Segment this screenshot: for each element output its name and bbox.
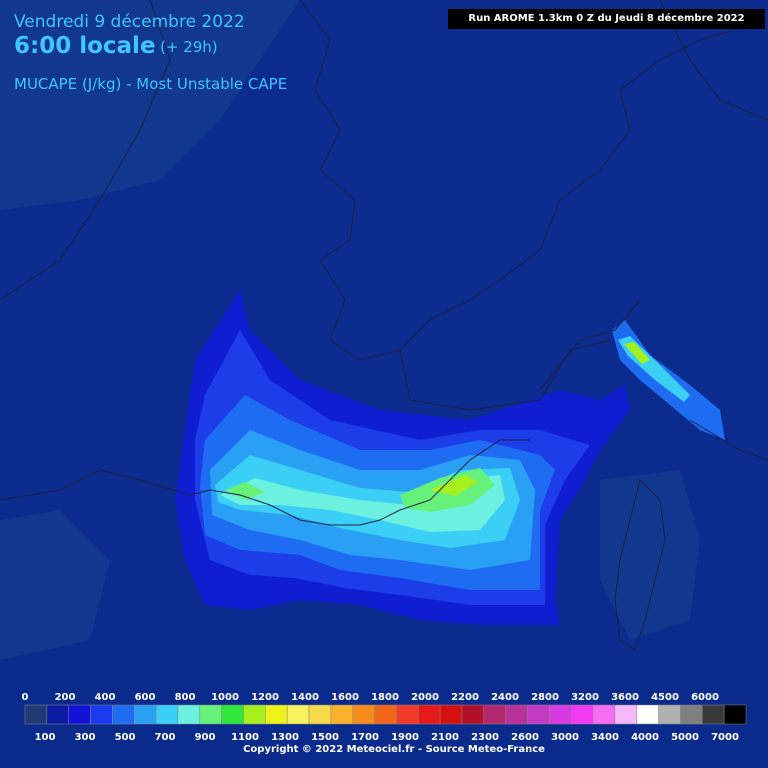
legend-swatch bbox=[112, 704, 135, 725]
legend-swatch bbox=[439, 704, 463, 725]
legend-swatch bbox=[396, 704, 419, 725]
legend-swatch bbox=[570, 704, 594, 725]
legend-swatch bbox=[90, 704, 113, 725]
legend-swatch bbox=[243, 704, 266, 725]
legend-bottom-label: 3400 bbox=[591, 732, 619, 743]
cape-layer-1100 bbox=[220, 475, 505, 532]
legend-swatch bbox=[265, 704, 288, 725]
legend-swatch bbox=[308, 704, 332, 725]
legend-top-label: 6000 bbox=[691, 692, 719, 703]
legend-swatch bbox=[418, 704, 441, 725]
legend-swatch bbox=[221, 704, 244, 725]
legend-bottom-label: 900 bbox=[195, 732, 216, 743]
legend-swatch bbox=[527, 704, 550, 725]
legend-swatch bbox=[658, 704, 681, 725]
legend-swatch bbox=[614, 704, 638, 725]
legend-top-label: 2200 bbox=[451, 692, 479, 703]
forecast-date: Vendredi 9 décembre 2022 bbox=[14, 12, 245, 32]
legend-bottom-label: 1100 bbox=[231, 732, 259, 743]
legend-top-label: 400 bbox=[95, 692, 116, 703]
legend-swatch bbox=[352, 704, 375, 725]
legend-swatch bbox=[286, 704, 310, 725]
legend-bottom-label: 5000 bbox=[671, 732, 699, 743]
legend-swatch bbox=[483, 704, 506, 725]
legend-top-label: 2400 bbox=[491, 692, 519, 703]
legend-bottom-label: 7000 bbox=[711, 732, 739, 743]
legend-swatch bbox=[68, 704, 91, 725]
legend-swatch bbox=[461, 704, 485, 725]
legend-swatch bbox=[24, 704, 48, 725]
legend-swatch bbox=[549, 704, 572, 725]
parameter-title: MUCAPE (J/kg) - Most Unstable CAPE bbox=[14, 75, 288, 93]
legend-top-label: 3600 bbox=[611, 692, 639, 703]
model-run-label: Run AROME 1.3km 0 Z du Jeudi 8 décembre … bbox=[448, 9, 765, 29]
color-legend: 0 200 400 600 800 1000 1200 1400 1600 1800 2000 220… bbox=[0, 688, 768, 768]
legend-top-label: 1400 bbox=[291, 692, 319, 703]
legend-swatch bbox=[592, 704, 616, 725]
legend-swatch bbox=[133, 704, 157, 725]
legend-bottom-label: 2600 bbox=[511, 732, 539, 743]
legend-bottom-label: 1700 bbox=[351, 732, 379, 743]
legend-top-label: 3200 bbox=[571, 692, 599, 703]
cape-field bbox=[175, 290, 725, 625]
terrain-shading bbox=[0, 0, 700, 660]
legend-swatch bbox=[680, 704, 703, 725]
legend-bottom-label: 1500 bbox=[311, 732, 339, 743]
legend-bottom-label: 300 bbox=[75, 732, 96, 743]
legend-swatch bbox=[330, 704, 353, 725]
legend-bottom-label: 4000 bbox=[631, 732, 659, 743]
legend-top-label: 1800 bbox=[371, 692, 399, 703]
legend-bottom-label: 3000 bbox=[551, 732, 579, 743]
cape-plume-east-peak bbox=[624, 342, 650, 364]
legend-swatch bbox=[199, 704, 222, 725]
legend-top-label: 4500 bbox=[651, 692, 679, 703]
legend-swatch bbox=[155, 704, 179, 725]
legend-top-label: 2000 bbox=[411, 692, 439, 703]
legend-top-label: 1600 bbox=[331, 692, 359, 703]
legend-bottom-label: 700 bbox=[155, 732, 176, 743]
legend-bottom-label: 1300 bbox=[271, 732, 299, 743]
legend-swatch bbox=[505, 704, 528, 725]
cape-layer-1500 bbox=[225, 482, 265, 500]
legend-swatch bbox=[46, 704, 69, 725]
legend-bottom-label: 2300 bbox=[471, 732, 499, 743]
legend-bottom-label: 2100 bbox=[431, 732, 459, 743]
legend-bottom-label: 100 bbox=[35, 732, 56, 743]
legend-top-label: 1200 bbox=[251, 692, 279, 703]
legend-top-label: 800 bbox=[175, 692, 196, 703]
legend-bottom-label: 500 bbox=[115, 732, 136, 743]
forecast-lead-time: (+ 29h) bbox=[160, 38, 218, 56]
legend-swatch bbox=[177, 704, 201, 725]
borders bbox=[0, 0, 768, 651]
legend-top-label: 200 bbox=[55, 692, 76, 703]
legend-top-label: 0 bbox=[22, 692, 29, 703]
legend-top-label: 2800 bbox=[531, 692, 559, 703]
legend-top-label: 600 bbox=[135, 692, 156, 703]
legend-scale: 0 200 400 600 800 1000 1200 1400 1600 1800 2000 220… bbox=[22, 692, 747, 743]
legend-swatch bbox=[374, 704, 397, 725]
legend-bottom-label: 1900 bbox=[391, 732, 419, 743]
legend-swatch bbox=[636, 704, 659, 725]
cape-layer-1700 bbox=[430, 475, 478, 496]
copyright-text: Copyright © 2022 Meteociel.fr - Source M… bbox=[243, 744, 545, 755]
legend-swatch bbox=[702, 704, 725, 725]
legend-top-label: 1000 bbox=[211, 692, 239, 703]
legend-swatch bbox=[723, 704, 747, 725]
forecast-hour: 6:00 locale bbox=[14, 33, 156, 59]
